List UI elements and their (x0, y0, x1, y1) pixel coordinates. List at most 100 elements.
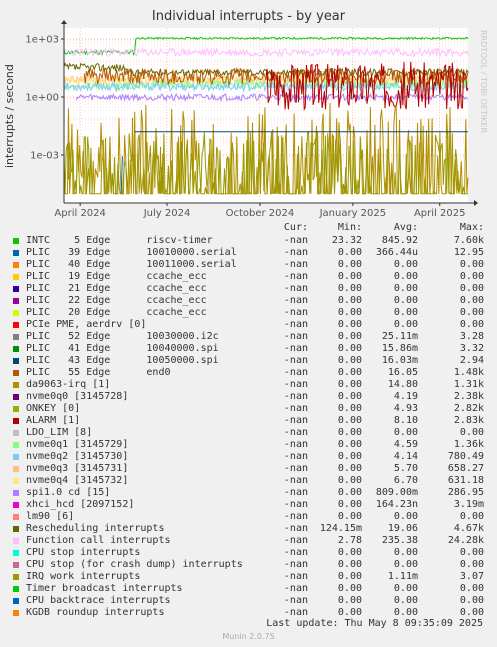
legend-row: PLIC 41 Edge 10040000.spi -nan 0.00 15.86m 3… (12, 343, 492, 355)
legend-min: 124.15m (319, 523, 362, 534)
legend-swatch (13, 370, 19, 376)
legend-name: spi1.0 cd [15] (26, 487, 111, 498)
legend-avg: 8.10 (393, 415, 418, 426)
legend-avg: 14.80 (387, 379, 418, 390)
legend-min: 0.00 (337, 451, 362, 462)
legend-swatch (13, 346, 19, 352)
legend-max: 1.36k (453, 439, 484, 450)
legend-min: 0.00 (337, 487, 362, 498)
legend-name: nvme0q0 [3145728] (26, 391, 129, 402)
legend-min: 0.00 (337, 583, 362, 594)
legend-swatch (13, 502, 19, 508)
legend-name: nvme0q3 [3145731] (26, 463, 129, 474)
legend-max: 0.00 (459, 559, 484, 570)
legend-cur: -nan (283, 511, 308, 522)
legend-row: CPU backtrace interrupts -nan 0.00 0.00 0.00 (12, 595, 492, 607)
legend-name: nvme0q2 [3145730] (26, 451, 129, 462)
legend-row: nvme0q4 [3145732] -nan 0.00 6.70 631.18 (12, 475, 492, 487)
legend-avg: 809.00m (375, 487, 418, 498)
legend-header-avg: Avg: (393, 222, 418, 233)
legend-header-cur: Cur: (283, 222, 308, 233)
legend-avg: 4.93 (393, 403, 418, 414)
legend-row: nvme0q1 [3145729] -nan 0.00 4.59 1.36k (12, 439, 492, 451)
legend-max: 658.27 (447, 463, 484, 474)
legend-min: 0.00 (337, 415, 362, 426)
legend-name: PLIC 22 Edge ccache_ecc (26, 295, 207, 306)
legend-max: 24.28k (447, 535, 484, 546)
legend-row: LDO_LIM [8] -nan 0.00 0.00 0.00 (12, 427, 492, 439)
legend-name: xhci_hcd [2097152] (26, 499, 135, 510)
legend-min: 0.00 (337, 391, 362, 402)
legend-cur: -nan (283, 355, 308, 366)
legend-min: 0.00 (337, 355, 362, 366)
legend-avg: 25.11m (381, 331, 418, 342)
legend-row: PLIC 40 Edge 10011000.serial -nan 0.00 0.00… (12, 259, 492, 271)
legend-avg: 845.92 (381, 235, 418, 246)
legend-avg: 15.86m (381, 343, 418, 354)
legend-min: 0.00 (337, 427, 362, 438)
legend-swatch (13, 478, 19, 484)
x-tick-label: January 2025 (319, 208, 387, 219)
legend-max: 3.19m (453, 499, 484, 510)
legend-row: spi1.0 cd [15] -nan 0.00 809.00m 286.95 (12, 487, 492, 499)
legend-row: da9063-irq [1] -nan 0.00 14.80 1.31k (12, 379, 492, 391)
legend-name: da9063-irq [1] (26, 379, 111, 390)
x-axis-arrow (474, 200, 478, 206)
legend-cur: -nan (283, 403, 308, 414)
legend-cur: -nan (283, 523, 308, 534)
legend-max: 2.83k (453, 415, 484, 426)
legend-cur: -nan (283, 583, 308, 594)
legend-name: PLIC 40 Edge 10011000.serial (26, 259, 237, 270)
legend-max: 1.48k (453, 367, 484, 378)
legend-avg: 0.00 (393, 283, 418, 294)
series-line (63, 130, 468, 195)
legend-min: 0.00 (337, 463, 362, 474)
x-tick-label: October 2024 (226, 208, 295, 219)
legend-name: PCIe PME, aerdrv [0] (26, 319, 147, 330)
legend-min: 0.00 (337, 259, 362, 270)
legend-cur: -nan (283, 283, 308, 294)
legend-swatch (13, 586, 19, 592)
legend-cur: -nan (283, 487, 308, 498)
legend-max: 0.00 (459, 319, 484, 330)
x-tick-label: July 2024 (143, 208, 191, 219)
legend-row: PLIC 52 Edge 10030000.i2c -nan 0.00 25.11m 3… (12, 331, 492, 343)
y-tick-label: 1e+03 (25, 35, 59, 46)
legend-swatch (13, 454, 19, 460)
legend-max: 631.18 (447, 475, 484, 486)
legend-row: IRQ work interrupts -nan 0.00 1.11m 3.07 (12, 571, 492, 583)
legend-min: 0.00 (337, 547, 362, 558)
munin-version: Munin 2.0.75 (222, 632, 275, 641)
legend-swatch (13, 394, 19, 400)
legend-cur: -nan (283, 271, 308, 282)
legend-name: PLIC 41 Edge 10040000.spi (26, 343, 219, 354)
legend-min: 0.00 (337, 403, 362, 414)
legend-name: IRQ work interrupts (26, 571, 141, 582)
legend-avg: 4.59 (393, 439, 418, 450)
legend-avg: 4.19 (393, 391, 418, 402)
legend-cur: -nan (283, 379, 308, 390)
legend-swatch (13, 310, 19, 316)
legend-name: nvme0q4 [3145732] (26, 475, 129, 486)
legend-min: 0.00 (337, 559, 362, 570)
legend-max: 0.00 (459, 583, 484, 594)
legend-swatch (13, 598, 19, 604)
legend-min: 0.00 (337, 379, 362, 390)
legend-max: 780.49 (447, 451, 484, 462)
legend-max: 0.00 (459, 259, 484, 270)
legend-avg: 16.03m (381, 355, 418, 366)
legend-name: KGDB roundup interrupts (26, 607, 165, 618)
legend-swatch (13, 466, 19, 472)
legend-name: INTC 5 Edge riscv-timer (26, 235, 213, 246)
legend-row: KGDB roundup interrupts -nan 0.00 0.00 0.00 (12, 607, 492, 619)
legend-max: 4.67k (453, 523, 484, 534)
legend-cur: -nan (283, 343, 308, 354)
legend-avg: 6.70 (393, 475, 418, 486)
legend-name: nvme0q1 [3145729] (26, 439, 129, 450)
legend-min: 0.00 (337, 571, 362, 582)
legend-max: 0.00 (459, 295, 484, 306)
legend-name: PLIC 19 Edge ccache_ecc (26, 271, 207, 282)
chart-title: Individual interrupts - by year (151, 9, 346, 24)
legend-max: 0.00 (459, 271, 484, 282)
legend-cur: -nan (283, 307, 308, 318)
